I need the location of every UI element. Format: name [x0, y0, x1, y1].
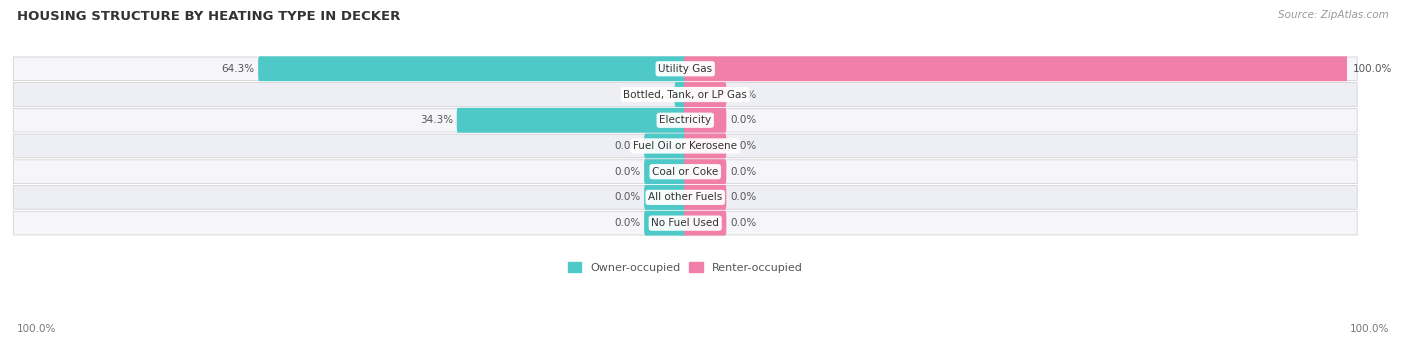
FancyBboxPatch shape	[13, 134, 1357, 158]
FancyBboxPatch shape	[13, 160, 1357, 183]
Text: 0.0%: 0.0%	[730, 115, 756, 125]
Text: Fuel Oil or Kerosene: Fuel Oil or Kerosene	[633, 141, 737, 151]
Text: 100.0%: 100.0%	[1353, 64, 1392, 74]
FancyBboxPatch shape	[13, 211, 1357, 235]
FancyBboxPatch shape	[675, 82, 686, 107]
FancyBboxPatch shape	[683, 159, 727, 184]
Text: 34.3%: 34.3%	[420, 115, 453, 125]
FancyBboxPatch shape	[683, 56, 1348, 81]
FancyBboxPatch shape	[13, 108, 1357, 132]
Text: 0.0%: 0.0%	[614, 218, 640, 228]
FancyBboxPatch shape	[683, 108, 727, 133]
Text: 1.4%: 1.4%	[644, 89, 671, 100]
FancyBboxPatch shape	[13, 83, 1357, 106]
FancyBboxPatch shape	[259, 56, 686, 81]
Text: Utility Gas: Utility Gas	[658, 64, 713, 74]
Text: 0.0%: 0.0%	[730, 218, 756, 228]
FancyBboxPatch shape	[644, 185, 686, 210]
Text: 100.0%: 100.0%	[17, 324, 56, 334]
Legend: Owner-occupied, Renter-occupied: Owner-occupied, Renter-occupied	[564, 258, 807, 277]
FancyBboxPatch shape	[683, 134, 727, 159]
FancyBboxPatch shape	[644, 134, 686, 159]
FancyBboxPatch shape	[644, 211, 686, 236]
Text: No Fuel Used: No Fuel Used	[651, 218, 718, 228]
Text: 0.0%: 0.0%	[730, 89, 756, 100]
Text: Bottled, Tank, or LP Gas: Bottled, Tank, or LP Gas	[623, 89, 747, 100]
Text: All other Fuels: All other Fuels	[648, 192, 723, 203]
FancyBboxPatch shape	[644, 159, 686, 184]
Text: Source: ZipAtlas.com: Source: ZipAtlas.com	[1278, 10, 1389, 20]
Text: 0.0%: 0.0%	[730, 167, 756, 177]
FancyBboxPatch shape	[683, 82, 727, 107]
FancyBboxPatch shape	[13, 186, 1357, 209]
Text: 0.0%: 0.0%	[614, 141, 640, 151]
FancyBboxPatch shape	[683, 211, 727, 236]
Text: 0.0%: 0.0%	[614, 192, 640, 203]
FancyBboxPatch shape	[683, 185, 727, 210]
Text: 0.0%: 0.0%	[614, 167, 640, 177]
FancyBboxPatch shape	[13, 57, 1357, 80]
Text: Coal or Coke: Coal or Coke	[652, 167, 718, 177]
Text: 0.0%: 0.0%	[730, 192, 756, 203]
Text: HOUSING STRUCTURE BY HEATING TYPE IN DECKER: HOUSING STRUCTURE BY HEATING TYPE IN DEC…	[17, 10, 401, 23]
Text: Electricity: Electricity	[659, 115, 711, 125]
FancyBboxPatch shape	[457, 108, 686, 133]
Text: 0.0%: 0.0%	[730, 141, 756, 151]
Text: 100.0%: 100.0%	[1350, 324, 1389, 334]
Text: 64.3%: 64.3%	[221, 64, 254, 74]
